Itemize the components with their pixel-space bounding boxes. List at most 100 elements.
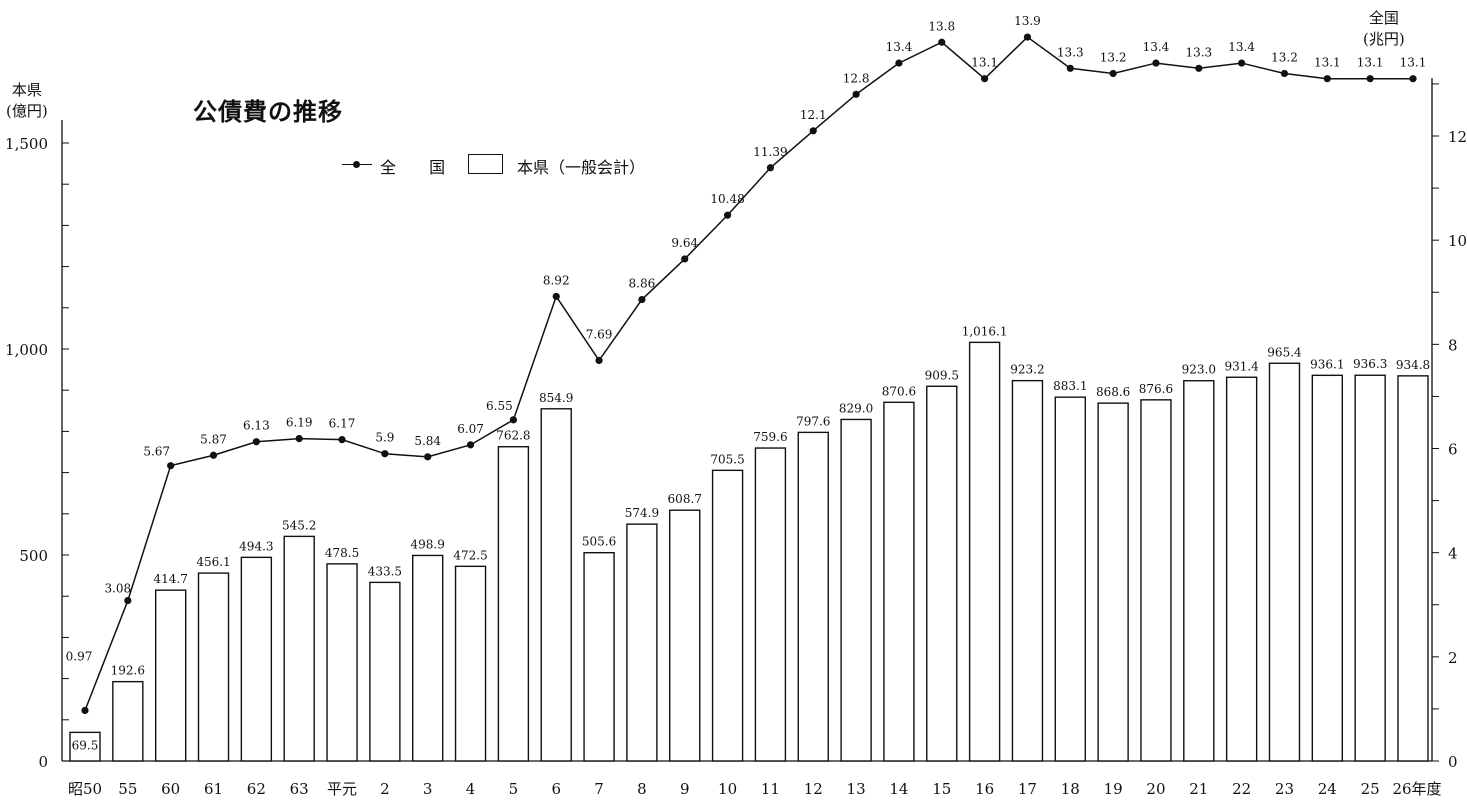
line-point — [424, 453, 432, 461]
line-point — [895, 59, 903, 67]
bar-value-label: 934.8 — [1396, 358, 1430, 372]
bar — [1140, 399, 1172, 762]
bar — [1311, 374, 1344, 762]
bar-value-label: 69.5 — [72, 738, 99, 752]
line-point — [1323, 75, 1331, 83]
right-axis-tick-label: 4 — [1448, 545, 1458, 563]
bar-value-label: 909.5 — [925, 368, 959, 382]
left-axis-title: 本県 (億円) — [6, 80, 48, 122]
line-value-label: 13.4 — [886, 40, 913, 54]
bar — [711, 469, 744, 762]
line-value-label: 13.1 — [1357, 56, 1384, 70]
bar-value-label: 505.6 — [582, 535, 616, 549]
line-value-label: 13.4 — [1228, 40, 1255, 54]
line-point — [1195, 64, 1203, 72]
bar-value-label: 1,016.1 — [962, 324, 1008, 338]
x-tick-label: 9 — [680, 780, 690, 798]
bar — [283, 535, 315, 762]
national-line — [81, 33, 1417, 715]
right-axis-tick-label: 12 — [1448, 128, 1467, 146]
right-axis-label-line1: 全国 — [1368, 9, 1399, 27]
line-point — [338, 436, 346, 444]
line-value-label: 8.86 — [629, 277, 656, 291]
line-point — [723, 211, 732, 219]
line-value-label: 6.07 — [457, 422, 484, 436]
chart-title: 公債費の推移 — [193, 98, 343, 126]
bar-value-label: 854.9 — [539, 391, 573, 405]
bar-value-label: 931.4 — [1224, 359, 1259, 373]
line-value-label: 3.08 — [104, 582, 131, 596]
x-tick-label: 10 — [718, 780, 737, 798]
x-tick-label: 63 — [290, 780, 309, 798]
bar — [1183, 380, 1215, 762]
bar-value-label: 759.6 — [753, 430, 787, 444]
x-tick-label: 22 — [1232, 780, 1251, 798]
line-value-label: 13.9 — [1014, 14, 1041, 28]
line-value-label: 6.17 — [329, 417, 356, 431]
line-value-label: 10.48 — [710, 192, 744, 206]
bar-value-label: 478.5 — [325, 546, 359, 560]
x-tick-label: 23 — [1275, 780, 1294, 798]
line-value-label: 13.2 — [1100, 51, 1127, 65]
left-axis-tick-label: 1,000 — [5, 341, 48, 359]
x-tick-label: 19 — [1104, 780, 1123, 798]
bar — [1397, 375, 1429, 762]
bar-value-label: 797.6 — [796, 414, 830, 428]
line-value-label: 5.87 — [200, 432, 227, 446]
bar — [412, 554, 444, 762]
bar — [369, 581, 401, 762]
national-series-line — [84, 36, 1413, 711]
line-point — [1066, 64, 1074, 72]
line-point — [81, 706, 89, 715]
bar — [669, 509, 701, 762]
bar-value-label: 868.6 — [1096, 385, 1130, 399]
line-point — [1280, 69, 1289, 78]
line-value-label: 13.1 — [1400, 56, 1427, 70]
x-tick-label: 7 — [594, 780, 604, 798]
bar — [926, 385, 958, 762]
line-value-label: 13.8 — [928, 19, 955, 33]
bar — [626, 523, 658, 762]
line-value-label: 12.8 — [843, 71, 870, 85]
left-axis-tick-label: 500 — [19, 547, 48, 565]
bar — [326, 563, 358, 762]
x-tick-label: 4 — [466, 780, 476, 798]
bar — [69, 731, 101, 762]
bar-value-label: 574.9 — [625, 506, 659, 520]
left-axis-tick-label: 0 — [38, 753, 48, 771]
bar-value-label: 876.6 — [1139, 382, 1173, 396]
bar — [497, 446, 530, 762]
bar-value-label: 936.3 — [1353, 357, 1387, 371]
line-point — [595, 356, 603, 365]
line-point — [766, 164, 775, 172]
line-point — [852, 90, 860, 98]
legend-dot-marker — [353, 161, 360, 168]
bar — [754, 447, 787, 762]
bar-value-label: 456.1 — [196, 555, 230, 569]
line-value-label: 5.84 — [414, 434, 441, 448]
bar — [240, 556, 273, 762]
line-point — [295, 435, 303, 443]
right-axis-tick-label: 2 — [1448, 649, 1458, 667]
line-value-label: 6.13 — [243, 419, 270, 433]
bar-value-label: 936.1 — [1310, 357, 1344, 371]
bar-value-label: 705.5 — [710, 452, 744, 466]
x-tick-label: 11 — [761, 780, 780, 798]
bar — [154, 589, 187, 762]
bar — [840, 418, 872, 762]
bar — [1354, 374, 1386, 762]
bar — [112, 680, 144, 762]
right-axis-title: 全国 (兆円) — [1363, 8, 1405, 50]
left-axis-label-line1: 本県 — [11, 81, 42, 99]
bar — [1097, 402, 1129, 762]
bar-value-label: 762.8 — [496, 429, 530, 443]
bar — [1268, 362, 1301, 762]
line-point — [1152, 59, 1160, 67]
x-tick-label: 62 — [247, 780, 266, 798]
x-tick-label: 26年度 — [1392, 780, 1441, 798]
line-value-label: 12.1 — [800, 108, 827, 122]
line-point — [1238, 59, 1246, 67]
legend-bar-marker — [468, 154, 503, 174]
bar-value-label: 829.0 — [839, 401, 873, 415]
line-value-label: 13.3 — [1057, 45, 1084, 59]
